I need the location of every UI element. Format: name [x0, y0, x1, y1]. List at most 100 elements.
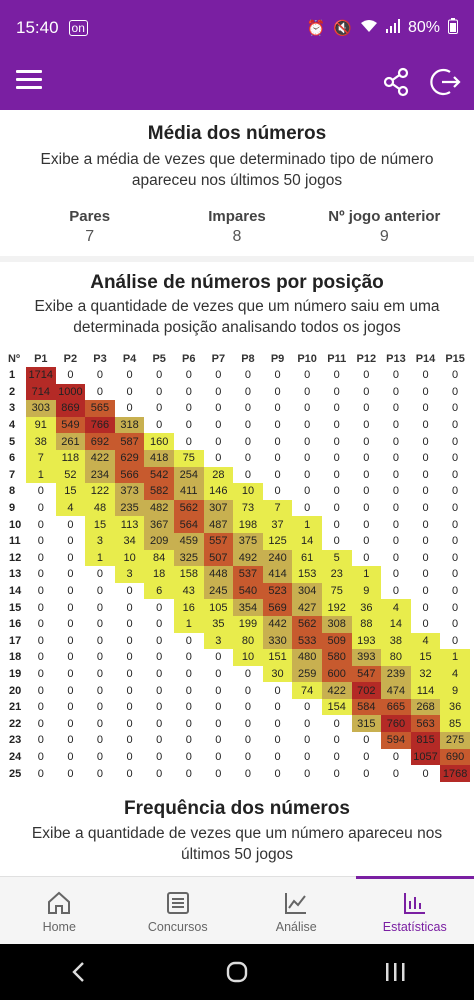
row-number: 24	[9, 750, 22, 763]
table-cell: 0	[37, 667, 44, 680]
table-cell: 0	[452, 485, 459, 498]
table-cell: 474	[381, 682, 411, 699]
table-row: 25 0 0 0 0 0 0 0 0 0 0 0 0 0 0 1768	[2, 765, 470, 782]
column-header: P7	[211, 353, 226, 365]
table-cell: 0	[215, 767, 222, 780]
nav-analise[interactable]: Análise	[237, 877, 356, 944]
table-cell: 0	[244, 717, 252, 730]
table-cell: 0	[185, 402, 192, 415]
recents-icon[interactable]	[375, 952, 415, 992]
row-number: 3	[9, 402, 16, 415]
table-cell: 0	[37, 518, 44, 531]
bar-chart-icon	[356, 889, 474, 917]
table-cell: 198	[233, 516, 263, 533]
table-cell: 393	[351, 649, 382, 666]
column-header: P6	[182, 353, 196, 365]
table-cell: 0	[185, 667, 192, 680]
table-cell: 0	[422, 618, 429, 631]
table-row: 20 0 0 0 0 0 0 0 0 0 74 422 702 474 114 9	[2, 682, 470, 699]
table-cell: 0	[333, 435, 340, 448]
table-cell: 0	[67, 585, 74, 598]
nav-label: Home	[42, 920, 76, 934]
table-cell: 0	[392, 568, 399, 581]
table-cell: 0	[67, 750, 74, 763]
table-cell: 0	[304, 750, 311, 763]
table-cell: 0	[274, 452, 281, 465]
table-cell: 0	[96, 618, 104, 631]
table-cell: 160	[144, 433, 174, 450]
table-cell: 153	[292, 566, 322, 583]
table-cell: 0	[452, 385, 459, 398]
table-cell: 0	[452, 551, 459, 564]
table-cell: 23	[321, 566, 352, 583]
table-cell: 0	[156, 701, 163, 714]
table-cell: 0	[304, 734, 311, 747]
logout-icon[interactable]	[430, 66, 462, 98]
table-cell: 0	[422, 502, 429, 515]
table-cell: 74	[292, 682, 322, 699]
table-cell: 38	[381, 632, 411, 650]
table-cell: 0	[392, 502, 399, 515]
table-cell: 0	[67, 518, 74, 531]
nav-home[interactable]: Home	[0, 877, 119, 944]
table-cell: 304	[292, 582, 322, 600]
back-icon[interactable]	[59, 952, 99, 992]
table-cell: 114	[410, 682, 441, 699]
row-number: 5	[9, 435, 16, 448]
battery-percent: 80%	[407, 19, 440, 36]
table-cell: 0	[304, 468, 311, 481]
table-row: 8 0 15 122 373 582 411 146 10 0 0 0 0 0 0 0	[2, 483, 470, 500]
table-cell: 0	[363, 767, 370, 780]
table-cell: 10	[114, 549, 145, 567]
table-cell: 0	[185, 767, 192, 780]
table-cell: 192	[321, 599, 352, 616]
table-cell: 0	[392, 767, 399, 780]
stat-label: Impares	[208, 208, 266, 225]
table-cell: 0	[185, 701, 192, 714]
stat-impares: Impares 8	[163, 208, 310, 246]
table-cell: 10	[233, 649, 263, 666]
table-cell: 73	[233, 499, 263, 517]
table-cell: 0	[185, 684, 192, 697]
table-cell: 0	[274, 385, 281, 398]
table-cell: 36	[351, 599, 382, 616]
table-cell: 30	[262, 665, 293, 683]
menu-icon[interactable]	[16, 70, 42, 92]
row-number: 19	[9, 667, 22, 680]
table-cell: 563	[410, 715, 441, 733]
table-cell: 0	[215, 402, 222, 415]
table-cell: 0	[126, 734, 133, 747]
table-cell: 547	[351, 665, 382, 683]
table-cell: 690	[440, 748, 470, 766]
table-cell: 15	[85, 516, 115, 533]
nav-estatisticas[interactable]: Estatísticas	[355, 876, 474, 944]
row-number: 11	[9, 535, 21, 548]
table-cell: 0	[392, 485, 399, 498]
table-cell: 1	[440, 649, 470, 666]
table-cell: 367	[144, 516, 174, 533]
table-cell: 0	[304, 701, 311, 714]
table-cell: 0	[452, 419, 459, 432]
table-cell: 0	[126, 767, 133, 780]
system-nav-bar	[0, 944, 474, 1000]
table-cell: 542	[144, 466, 174, 484]
table-cell: 0	[304, 452, 311, 465]
table-cell: 587	[114, 433, 145, 450]
column-header: P3	[93, 353, 107, 365]
table-cell: 35	[203, 615, 234, 633]
table-cell: 564	[173, 516, 204, 533]
table-cell: 0	[126, 385, 133, 398]
home-button-icon[interactable]	[217, 952, 257, 992]
table-cell: 665	[381, 698, 411, 716]
share-icon[interactable]	[380, 66, 412, 98]
nav-concursos[interactable]: Concursos	[119, 877, 238, 944]
column-header: P13	[386, 353, 406, 365]
table-cell: 0	[274, 369, 281, 382]
stat-pares: Pares 7	[16, 208, 163, 246]
frequencia-section: Frequência dos números Exibe a quantidad…	[0, 782, 474, 876]
table-cell: 0	[37, 701, 44, 714]
table-cell: 239	[381, 665, 411, 683]
table-cell: 537	[233, 566, 263, 583]
content-scroll[interactable]: Média dos números Exibe a média de vezes…	[0, 110, 474, 876]
table-cell: 0	[244, 750, 252, 763]
